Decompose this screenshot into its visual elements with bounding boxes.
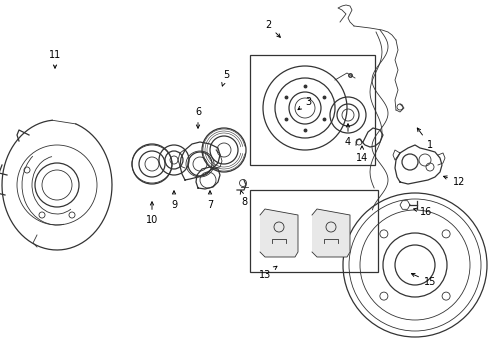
Text: 10: 10 (145, 202, 158, 225)
Text: 4: 4 (344, 124, 350, 147)
Text: 5: 5 (222, 70, 229, 86)
Text: 13: 13 (258, 266, 276, 280)
Text: 6: 6 (195, 107, 201, 128)
Bar (249, 190, 377, 272)
Text: 7: 7 (206, 191, 213, 210)
Polygon shape (311, 209, 349, 257)
Bar (249, 55, 374, 165)
Text: 15: 15 (410, 274, 435, 287)
Text: 14: 14 (355, 146, 367, 163)
Text: 9: 9 (171, 191, 177, 210)
Polygon shape (260, 209, 297, 257)
Text: 12: 12 (443, 176, 464, 187)
Text: 1: 1 (416, 128, 432, 150)
Text: 11: 11 (49, 50, 61, 68)
Text: 2: 2 (264, 20, 280, 37)
Text: 3: 3 (297, 97, 310, 110)
Text: 16: 16 (413, 207, 431, 217)
Text: 8: 8 (240, 191, 246, 207)
